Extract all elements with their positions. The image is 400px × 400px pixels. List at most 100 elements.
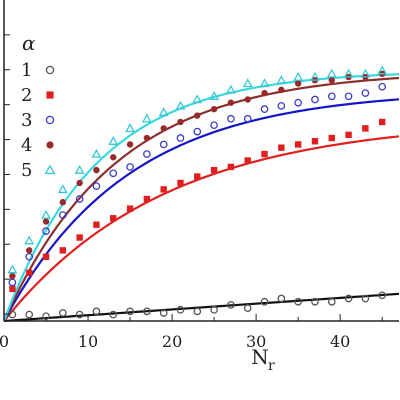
- data-point-series-3: [42, 227, 50, 235]
- data-point-series-5: [91, 148, 102, 158]
- data-point-series-5: [377, 65, 388, 75]
- data-point-series-2: [244, 157, 251, 164]
- data-point-series-1: [277, 294, 286, 303]
- data-point-series-5: [360, 68, 371, 78]
- data-point-series-2: [328, 134, 335, 142]
- data-point-series-5: [175, 100, 186, 110]
- data-point-series-3: [159, 140, 168, 149]
- data-point-series-3: [75, 195, 84, 203]
- legend-label-2: 2: [21, 85, 32, 106]
- x-tick-label: 0: [0, 332, 9, 351]
- data-point-series-5: [74, 164, 85, 174]
- data-point-series-2: [210, 166, 218, 174]
- data-point-series-3: [227, 114, 235, 123]
- data-point-series-3: [361, 89, 370, 97]
- data-point-series-2: [261, 150, 268, 158]
- data-point-series-2: [294, 141, 302, 148]
- data-point-series-3: [327, 92, 336, 101]
- data-point-series-4: [59, 199, 67, 206]
- data-point-series-2: [362, 125, 369, 132]
- data-point-series-5: [259, 78, 270, 88]
- data-point-series-4: [76, 179, 83, 187]
- data-point-series-1: [227, 301, 235, 309]
- data-point-series-1: [75, 310, 84, 319]
- data-point-series-1: [25, 310, 34, 319]
- data-point-series-4: [26, 247, 33, 254]
- data-point-series-1: [143, 307, 151, 316]
- fit-curve-3: [3, 98, 400, 322]
- fit-curve-5: [2, 73, 400, 322]
- data-point-series-2: [194, 173, 201, 180]
- data-point-series-5: [276, 75, 287, 84]
- axes: 0 10 20 30 40: [0, 0, 399, 351]
- data-point-series-5: [57, 184, 68, 194]
- x-tick-label: 20: [162, 332, 182, 351]
- legend-marker-4: [46, 141, 54, 149]
- data-point-series-4: [160, 125, 167, 132]
- data-point-series-1: [210, 305, 218, 314]
- data-point-series-1: [92, 307, 101, 316]
- data-point-series-4: [244, 96, 251, 103]
- data-point-series-3: [8, 278, 17, 287]
- data-point-series-4: [126, 141, 134, 148]
- data-point-series-2: [160, 186, 167, 193]
- data-point-series-3: [277, 102, 286, 110]
- data-point-series-1: [361, 294, 370, 303]
- legend-title: α: [22, 31, 36, 55]
- data-point-series-4: [9, 272, 16, 280]
- data-point-series-3: [143, 150, 151, 158]
- data-point-series-1: [378, 291, 387, 300]
- data-point-series-5: [242, 78, 253, 88]
- data-point-series-2: [110, 215, 117, 222]
- data-point-series-3: [243, 114, 252, 123]
- data-point-series-3: [311, 95, 319, 104]
- data-point-series-2: [177, 179, 184, 187]
- legend-label-4: 4: [21, 135, 32, 156]
- data-point-series-5: [41, 209, 51, 219]
- data-point-series-1: [58, 309, 67, 317]
- data-point-series-5: [125, 123, 136, 133]
- x-tick-label: 40: [330, 332, 350, 351]
- data-point-series-3: [126, 163, 134, 171]
- data-point-series-5: [24, 235, 35, 245]
- legend: α 1 2 3 4 5: [21, 31, 56, 181]
- data-point-series-3: [210, 121, 218, 130]
- data-point-series-5: [209, 91, 220, 101]
- data-point-series-1: [126, 307, 134, 316]
- data-point-series-5: [225, 84, 236, 94]
- data-point-series-2: [9, 285, 16, 293]
- data-point-series-5: [326, 68, 337, 78]
- data-point-series-2: [143, 195, 151, 203]
- data-point-series-1: [344, 294, 353, 303]
- data-point-series-3: [25, 252, 34, 261]
- data-point-series-4: [110, 154, 117, 161]
- data-point-series-1: [176, 305, 185, 314]
- data-point-series-3: [260, 105, 269, 113]
- data-point-series-3: [344, 92, 353, 101]
- data-point-series-3: [109, 169, 118, 178]
- data-point-series-4: [42, 218, 50, 225]
- legend-label-5: 5: [21, 160, 32, 181]
- data-point-series-2: [26, 269, 33, 277]
- data-point-series-5: [310, 71, 320, 81]
- data-point-series-2: [59, 247, 67, 254]
- data-point-series-5: [343, 68, 354, 78]
- legend-marker-1: [45, 65, 55, 75]
- legend-marker-2: [46, 91, 54, 99]
- data-point-series-1: [193, 307, 202, 316]
- data-point-series-2: [76, 234, 83, 241]
- data-points: [7, 65, 388, 321]
- data-point-series-2: [345, 131, 352, 139]
- data-point-series-4: [328, 77, 335, 84]
- data-point-series-2: [378, 118, 386, 126]
- x-tick-label: 10: [78, 332, 98, 351]
- data-point-series-1: [260, 297, 269, 306]
- data-point-series-3: [294, 98, 302, 107]
- data-point-series-2: [42, 253, 50, 260]
- data-point-series-4: [210, 105, 218, 113]
- data-point-series-1: [159, 309, 168, 317]
- x-tick-label: 30: [246, 332, 266, 351]
- data-point-series-2: [278, 144, 285, 151]
- data-point-series-4: [143, 134, 151, 142]
